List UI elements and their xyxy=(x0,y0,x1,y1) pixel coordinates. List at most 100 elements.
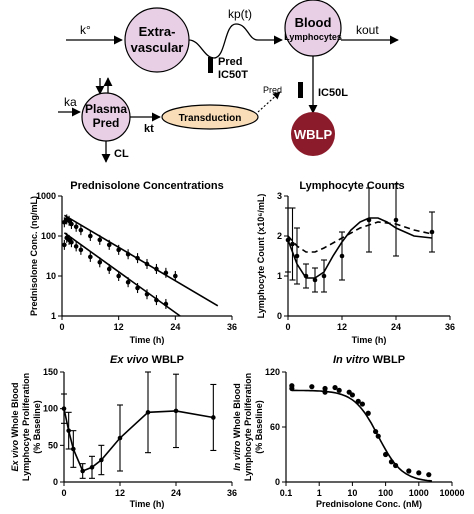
data-point xyxy=(61,406,67,411)
x-axis-label: Time (h) xyxy=(130,335,165,345)
data-point xyxy=(106,266,112,272)
x-tick-label: 0.1 xyxy=(280,488,293,498)
data-point xyxy=(116,247,121,253)
data-point xyxy=(392,462,399,469)
data-point xyxy=(135,255,140,261)
y-tick-label: 1000 xyxy=(36,191,56,201)
data-point xyxy=(62,242,67,248)
data-point xyxy=(73,244,79,249)
data-point xyxy=(321,273,327,279)
y-tick-label: 1 xyxy=(277,271,282,281)
data-point xyxy=(88,254,93,260)
data-point xyxy=(71,446,76,452)
y-axis-label: In vitro Whole BloodLymphocyte Prolifera… xyxy=(232,373,264,481)
x-tick-label: 36 xyxy=(227,322,237,332)
k0-label: k° xyxy=(80,23,91,37)
y-tick-label: 0 xyxy=(277,311,282,321)
x-tick-label: 12 xyxy=(337,322,347,332)
extravascular-label-1: Extra- xyxy=(139,24,176,39)
data-point xyxy=(332,384,338,391)
kp-wave-arrow xyxy=(188,23,283,59)
y-tick-label: 0 xyxy=(53,477,58,487)
data-point xyxy=(388,459,395,465)
pred-top-label: Pred xyxy=(218,56,242,68)
data-point xyxy=(78,227,84,233)
chart-title: Prednisolone Concentrations xyxy=(70,180,223,192)
data-point xyxy=(366,217,372,223)
x-tick-label: 0 xyxy=(61,488,66,498)
data-point xyxy=(125,251,131,257)
blood-label: Blood xyxy=(295,15,332,30)
data-point xyxy=(426,472,432,478)
data-point xyxy=(383,451,389,458)
data-point xyxy=(349,392,355,398)
y-axis-label: Lymphocyte Count (x10⁶/mL) xyxy=(256,194,266,319)
prednisolone-chart: Prednisolone Concentrations 0 12 24 36 1 10 100… xyxy=(29,180,237,345)
lymphocytes-label: Lymphocytes xyxy=(284,32,342,42)
data-point xyxy=(355,398,361,404)
plasma-label-1: Plasma xyxy=(85,102,127,116)
data-point xyxy=(290,241,295,247)
x-axis-label: Time (h) xyxy=(130,499,165,509)
data-point xyxy=(322,389,328,395)
data-point xyxy=(116,273,121,279)
data-point xyxy=(322,385,328,392)
ka-label: ka xyxy=(64,95,77,109)
data-point xyxy=(285,237,291,243)
transduction-to-pred-arrow xyxy=(257,91,281,113)
fit-line xyxy=(63,214,219,307)
y-tick-label: 50 xyxy=(48,440,58,450)
exvivo-wblp-chart: Ex vivo WBLP 0 12 24 36 0 50 100 150 Time (h) Ex v… xyxy=(10,354,237,509)
plasma-label-2: Pred xyxy=(93,116,120,130)
fit-line xyxy=(63,232,181,317)
ic50l-label: IC50L xyxy=(318,87,348,99)
data-point xyxy=(117,435,123,441)
kp-label: kp(t) xyxy=(228,7,252,21)
chart-title: In vitro WBLP xyxy=(333,354,405,366)
data-point xyxy=(429,229,435,235)
mean-line xyxy=(63,408,214,473)
x-tick-label: 12 xyxy=(115,488,125,498)
x-tick-label: 100 xyxy=(378,488,393,498)
data-point xyxy=(154,266,159,272)
data-point xyxy=(289,385,295,392)
data-point xyxy=(163,270,169,276)
chart-title: Lymphocyte Counts xyxy=(299,180,404,192)
data-point xyxy=(163,301,169,307)
data-point xyxy=(309,384,315,390)
x-tick-label: 24 xyxy=(391,322,401,332)
data-point xyxy=(393,217,399,223)
data-point xyxy=(97,260,103,265)
x-tick-label: 24 xyxy=(171,488,181,498)
y-tick-label: 100 xyxy=(43,404,58,414)
pkpd-diagram: k° Extra- vascular kp(t) Pred IC50T Bloo… xyxy=(58,0,399,163)
y-tick-label: 150 xyxy=(43,367,58,377)
y-tick-label: 1 xyxy=(51,311,56,321)
pred-mid-label: Pred xyxy=(263,85,282,95)
kt-label: kt xyxy=(144,123,154,135)
data-point xyxy=(416,470,422,476)
ic50t-label: IC50T xyxy=(218,69,248,81)
y-tick-label: 100 xyxy=(41,231,56,241)
x-tick-label: 36 xyxy=(227,488,237,498)
y-axis-label: Prednisolone Conc. (ng/mL) xyxy=(29,196,39,316)
data-point xyxy=(69,221,74,227)
y-tick-label: 10 xyxy=(46,271,56,281)
data-point xyxy=(125,279,131,285)
data-point xyxy=(144,291,150,297)
data-point xyxy=(88,233,93,239)
transduction-label: Transduction xyxy=(179,113,242,124)
x-tick-label: 12 xyxy=(114,322,124,332)
data-point xyxy=(359,401,365,407)
data-point xyxy=(145,410,151,415)
data-point xyxy=(80,468,85,474)
fit-curve xyxy=(291,389,433,482)
x-tick-label: 1 xyxy=(317,488,322,498)
transduction-node xyxy=(161,104,259,130)
data-point xyxy=(106,242,112,248)
data-point xyxy=(336,387,342,393)
data-point xyxy=(135,285,140,291)
chart-title: Ex vivo WBLP xyxy=(110,354,184,366)
